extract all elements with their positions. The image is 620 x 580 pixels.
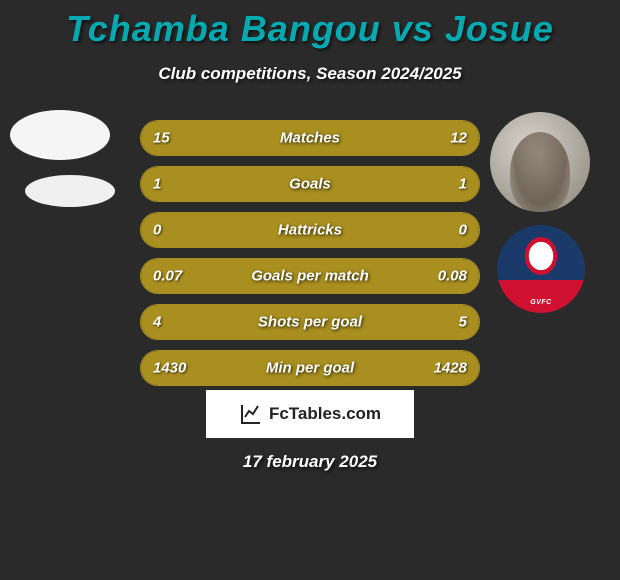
stat-value-right: 0 (459, 222, 467, 239)
stats-container: 15 12 Matches 1 1 Goals 0 0 Hattricks 0.07 0.08 Goa… (140, 120, 480, 396)
stat-value-right: 5 (459, 314, 467, 331)
stat-label: Goals per match (251, 268, 369, 285)
stat-row: 15 12 Matches (140, 120, 480, 156)
stat-row: 1 1 Goals (140, 166, 480, 202)
stat-value-left: 15 (153, 130, 170, 147)
stat-value-right: 12 (450, 130, 467, 147)
stat-value-right: 1428 (434, 360, 467, 377)
stat-value-left: 4 (153, 314, 161, 331)
stat-row: 4 5 Shots per goal (140, 304, 480, 340)
player-left-club-logo (25, 175, 115, 207)
stat-label: Hattricks (278, 222, 342, 239)
stat-row: 1430 1428 Min per goal (140, 350, 480, 386)
stat-row: 0 0 Hattricks (140, 212, 480, 248)
player-right-club-logo: GVFC (497, 225, 585, 313)
stat-value-right: 0.08 (438, 268, 467, 285)
stat-value-left: 1430 (153, 360, 186, 377)
stat-value-right: 1 (459, 176, 467, 193)
page-subtitle: Club competitions, Season 2024/2025 (0, 64, 620, 84)
stat-value-left: 0 (153, 222, 161, 239)
stat-value-left: 0.07 (153, 268, 182, 285)
player-left-photo (10, 110, 110, 160)
branding-badge[interactable]: FcTables.com (206, 390, 414, 438)
chart-icon (239, 402, 263, 426)
stat-value-left: 1 (153, 176, 161, 193)
stat-row: 0.07 0.08 Goals per match (140, 258, 480, 294)
stat-label: Matches (280, 130, 340, 147)
stat-fill-right (310, 167, 479, 201)
player-right-photo (490, 112, 590, 212)
branding-label: FcTables.com (269, 404, 381, 424)
player-right-club-abbrev: GVFC (530, 299, 551, 306)
stat-fill-left (141, 167, 310, 201)
page-title: Tchamba Bangou vs Josue (0, 0, 620, 50)
date-label: 17 february 2025 (243, 452, 377, 472)
stat-label: Goals (289, 176, 331, 193)
stat-label: Min per goal (266, 360, 354, 377)
stat-label: Shots per goal (258, 314, 362, 331)
